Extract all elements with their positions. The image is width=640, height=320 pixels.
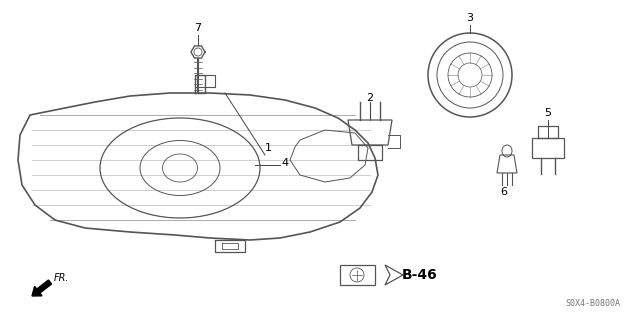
Text: 4: 4 <box>282 158 289 168</box>
FancyArrow shape <box>32 280 52 296</box>
Text: 1: 1 <box>264 143 271 153</box>
Text: 5: 5 <box>545 108 552 118</box>
Text: S0X4-B0800A: S0X4-B0800A <box>565 299 620 308</box>
Text: FR.: FR. <box>54 273 70 283</box>
Text: 6: 6 <box>500 187 508 197</box>
Text: B-46: B-46 <box>402 268 438 282</box>
Text: 3: 3 <box>467 13 474 23</box>
Text: 7: 7 <box>195 23 202 33</box>
Text: 2: 2 <box>367 93 374 103</box>
